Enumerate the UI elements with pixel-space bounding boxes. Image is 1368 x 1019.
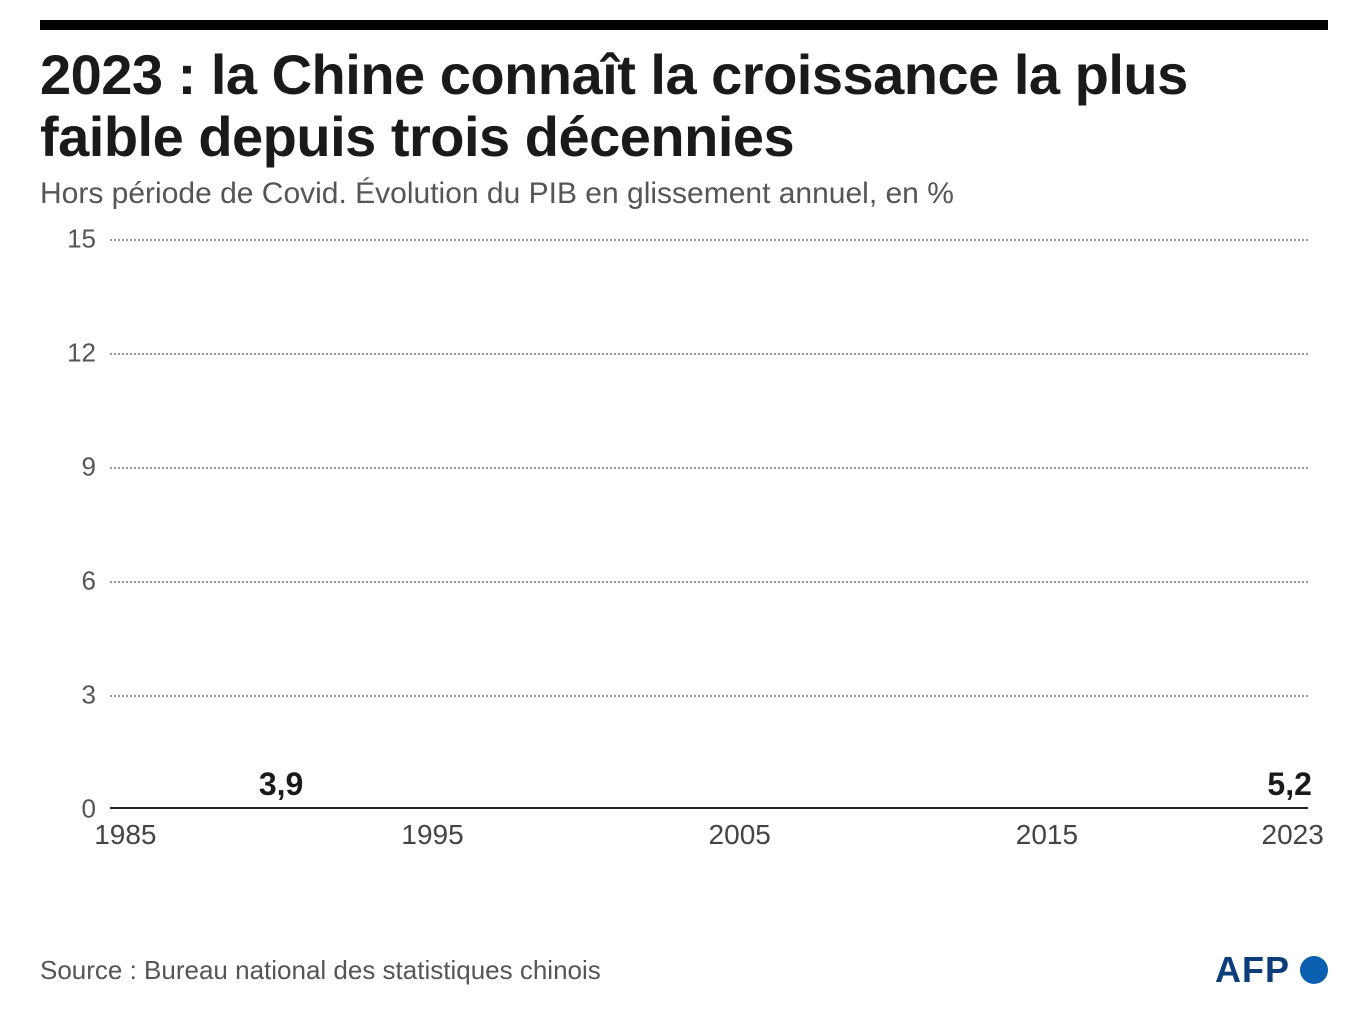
y-tick-label: 15 [67,224,96,255]
afp-logo: AFP [1215,949,1328,991]
gridline [110,353,1308,355]
top-divider [40,20,1328,30]
footer: Source : Bureau national des statistique… [40,949,1328,991]
bar-value-label: 5,2 [1267,766,1311,803]
x-tick-label: 2023 [1261,819,1323,851]
y-tick-label: 9 [82,452,96,483]
x-tick-label: 2015 [1016,819,1078,851]
bar-value-label: 3,9 [259,766,303,803]
y-tick-label: 6 [82,566,96,597]
y-tick-label: 3 [82,680,96,711]
chart-title: 2023 : la Chine connaît la croissance la… [40,44,1328,167]
gridline [110,467,1308,469]
source-text: Source : Bureau national des statistique… [40,955,601,986]
x-axis: 19851995200520152023 [110,809,1308,859]
chart-subtitle: Hors période de Covid. Évolution du PIB … [40,177,1328,211]
gridline [110,239,1308,241]
chart-frame: 2023 : la Chine connaît la croissance la… [40,20,1328,999]
x-tick-label: 2005 [709,819,771,851]
logo-dot-icon [1300,956,1328,984]
logo-text: AFP [1215,949,1290,991]
x-tick-label: 1985 [94,819,156,851]
chart-area: 3,95,2 03691215 19851995200520152023 [50,239,1318,859]
plot-area: 3,95,2 03691215 [110,239,1308,809]
bars-container: 3,9 5,2 [110,239,1308,809]
y-tick-label: 12 [67,338,96,369]
gridline [110,581,1308,583]
gridline [110,695,1308,697]
x-tick-label: 1995 [401,819,463,851]
